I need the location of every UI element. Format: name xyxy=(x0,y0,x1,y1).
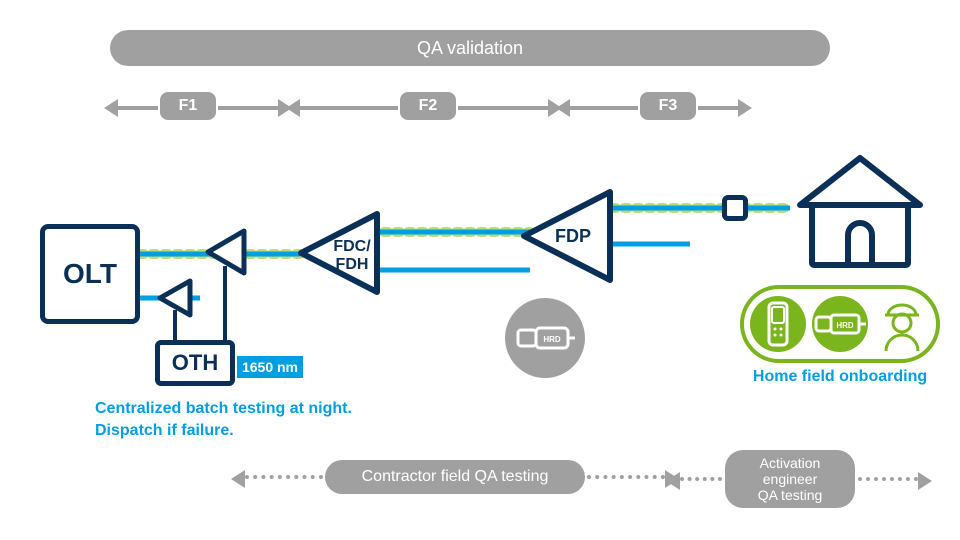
splitter-2 xyxy=(203,228,249,276)
fdc-label: FDC/ FDH xyxy=(325,238,379,273)
wavelength-tag: 1650 nm xyxy=(237,356,303,378)
hrd-badge: HRD xyxy=(505,298,585,378)
centralized-line1: Centralized batch testing at night. xyxy=(95,398,415,420)
diagram-stage: QA validation F1 F2 F3 xyxy=(0,0,960,540)
junction-node xyxy=(722,195,748,221)
activation-dots-right xyxy=(858,477,918,481)
fdp-label: FDP xyxy=(555,226,591,247)
splitter-1 xyxy=(155,278,195,318)
centralized-caption: Centralized batch testing at night. Disp… xyxy=(95,398,415,441)
house-icon xyxy=(790,150,930,275)
contractor-label: Contractor field QA testing xyxy=(362,468,549,486)
svg-text:HRD: HRD xyxy=(543,335,561,344)
oth-node: OTH xyxy=(155,340,235,386)
contractor-dots-left xyxy=(245,475,323,479)
activation-dots-left xyxy=(680,477,722,481)
contractor-banner: Contractor field QA testing xyxy=(325,460,585,494)
olt-label: OLT xyxy=(63,258,117,290)
activation-line1: Activation xyxy=(760,455,821,471)
activation-line3: QA testing xyxy=(758,487,823,503)
contractor-dots-right xyxy=(587,475,665,479)
wavelength-label: 1650 nm xyxy=(242,359,298,375)
home-onboarding-icons: HRD xyxy=(740,285,940,363)
home-onboarding-caption: Home field onboarding xyxy=(740,368,940,386)
activation-banner: Activation engineer QA testing xyxy=(725,450,855,508)
activation-line2: engineer xyxy=(763,471,818,487)
olt-node: OLT xyxy=(40,224,140,324)
oth-label: OTH xyxy=(172,350,218,376)
centralized-line2: Dispatch if failure. xyxy=(95,420,415,442)
svg-text:HRD: HRD xyxy=(836,321,854,330)
